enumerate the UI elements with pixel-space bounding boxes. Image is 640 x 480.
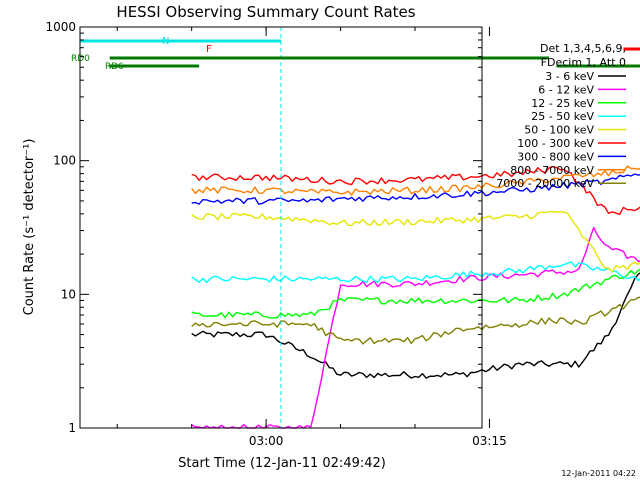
series-line	[191, 165, 640, 215]
series-line	[191, 296, 640, 345]
x-tick-label: 03:00	[249, 434, 284, 448]
legend-header-2: FDecim 1, Att 0	[541, 56, 626, 69]
x-axis-label: Start Time (12-Jan-11 02:49:42)	[178, 456, 386, 471]
legend-label: 800 - 7000 keV	[510, 164, 594, 177]
chart-title: HESSI Observing Summary Count Rates	[116, 3, 415, 21]
y-tick-label: 100	[53, 154, 76, 168]
legend-label: 12 - 25 keV	[531, 97, 594, 110]
legend: Det 1,3,4,5,6,9, FDecim 1, Att 0 3 - 6 k…	[496, 42, 626, 190]
legend-label: 7000 - 20000 keV	[496, 177, 594, 190]
series-line	[191, 165, 640, 196]
axes	[79, 26, 483, 429]
series-line	[191, 226, 640, 429]
plot-frame	[79, 26, 483, 429]
footer-timestamp: 12-Jan-2011 04:22	[561, 469, 636, 478]
legend-label: 300 - 800 keV	[517, 150, 594, 163]
legend-header-1: Det 1,3,4,5,6,9,	[540, 42, 626, 55]
series-line	[191, 173, 640, 205]
legend-label: 25 - 50 keV	[531, 110, 594, 123]
legend-label: 50 - 100 keV	[524, 124, 594, 137]
series-line	[191, 272, 640, 379]
series-line	[191, 268, 640, 319]
x-tick-label: 03:15	[472, 434, 507, 448]
annotation-layer: N F RD0 RD6	[71, 27, 640, 428]
y-axis-label: Count Rate (s⁻¹ detector⁻¹)	[22, 139, 37, 316]
series-line	[191, 261, 640, 284]
legend-label: 6 - 12 keV	[538, 83, 594, 96]
legend-label: 100 - 300 keV	[517, 137, 594, 150]
series-layer	[191, 165, 640, 429]
series-line	[191, 210, 640, 273]
y-tick-label: 1000	[45, 20, 76, 34]
legend-label: 3 - 6 keV	[545, 70, 594, 83]
y-tick-label: 10	[61, 287, 76, 301]
flare-label: F	[206, 44, 212, 55]
rd0-label: RD0	[71, 54, 90, 64]
y-tick-label: 1	[68, 421, 76, 435]
